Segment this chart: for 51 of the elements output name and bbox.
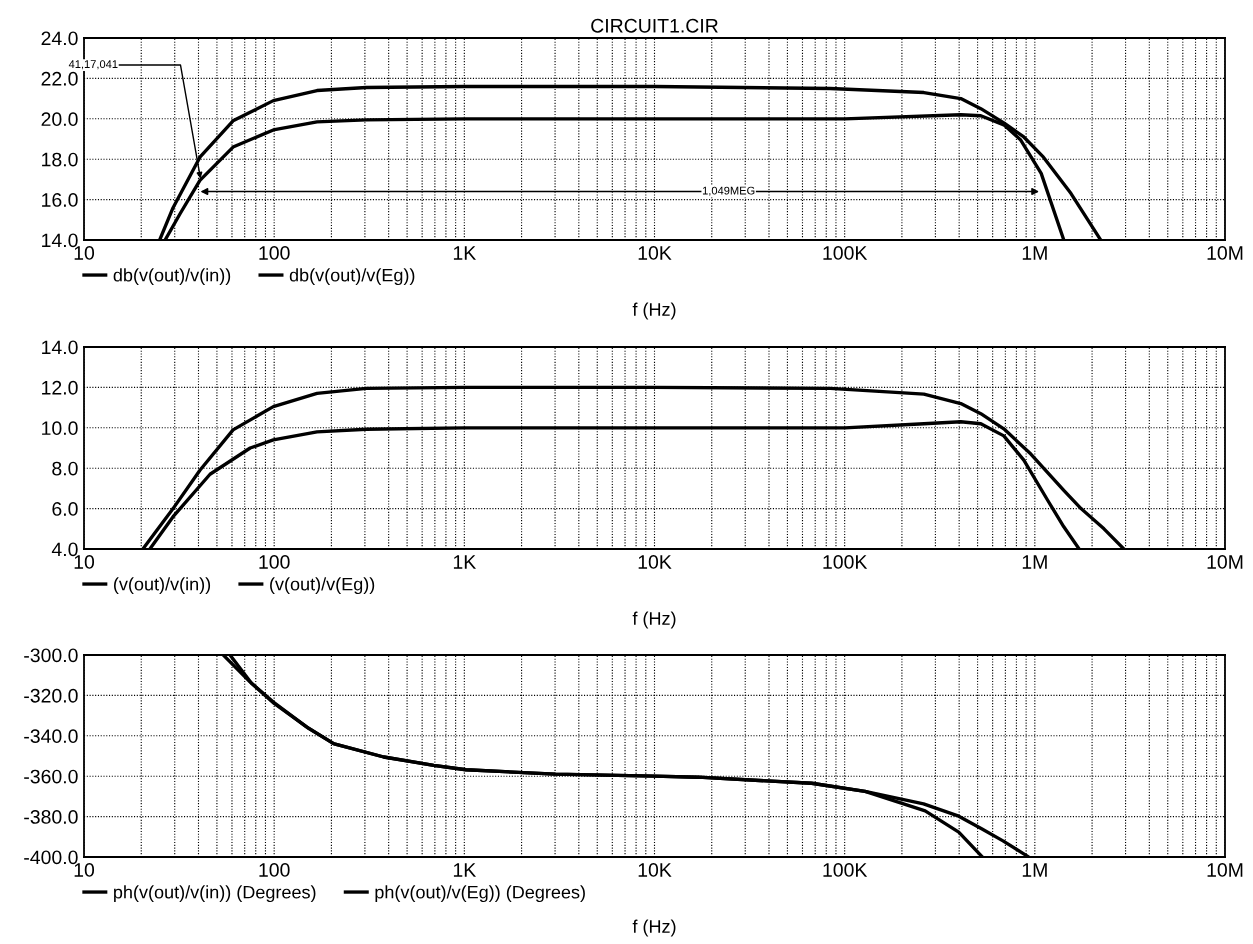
x-tick-label: 10K xyxy=(638,863,672,877)
y-tick-label: 6.0 xyxy=(52,502,78,516)
x-tick-label: 100 xyxy=(259,555,290,569)
x-axis-title: f (Hz) xyxy=(632,611,676,629)
x-tick-label: 10 xyxy=(74,863,95,877)
y-tick-label: -340.0 xyxy=(24,729,78,744)
x-tick-label: 1M xyxy=(1022,863,1047,877)
annotation: 1,049MEG xyxy=(702,186,755,196)
x-tick-label: 100K xyxy=(823,246,868,260)
y-tick-label: 22.0 xyxy=(41,71,78,86)
legend-label: db(v(out)/v(Eg)) xyxy=(289,268,415,286)
x-tick-label: 10M xyxy=(1207,555,1243,569)
y-tick-label: 20.0 xyxy=(41,112,78,127)
x-tick-label: 1M xyxy=(1022,246,1047,260)
y-tick-label: -360.0 xyxy=(24,769,78,784)
y-tick-label: 14.0 xyxy=(42,340,78,355)
x-axis-title: f (Hz) xyxy=(632,302,676,320)
legend-label: ph(v(out)/v(Eg)) (Degrees) xyxy=(375,885,585,903)
x-tick-label: 1K xyxy=(453,863,477,877)
y-tick-label: 24.0 xyxy=(41,31,78,46)
y-tick-label: 14.0 xyxy=(42,233,78,248)
y-tick-label: 12.0 xyxy=(42,380,78,395)
x-tick-label: 10M xyxy=(1207,863,1243,877)
y-tick-label: 10.0 xyxy=(42,421,78,436)
legend-label: (v(out)/v(in)) xyxy=(114,577,211,595)
x-tick-label: 1K xyxy=(453,246,477,260)
legend-label: (v(out)/v(Eg)) xyxy=(270,577,375,595)
x-tick-label: 100K xyxy=(823,555,868,569)
x-tick-label: 100 xyxy=(259,863,290,877)
x-tick-label: 10 xyxy=(74,555,95,569)
x-axis-title: f (Hz) xyxy=(632,919,676,937)
legend-label: db(v(out)/v(in)) xyxy=(113,268,231,286)
y-tick-label: -400.0 xyxy=(24,850,78,865)
y-tick-label: 18.0 xyxy=(42,152,78,167)
annotation: 41,17,041 xyxy=(68,60,118,70)
x-tick-label: 10 xyxy=(74,246,95,260)
x-tick-label: 1K xyxy=(453,555,477,569)
y-tick-label: -300.0 xyxy=(24,648,78,663)
x-tick-label: 10M xyxy=(1207,246,1243,260)
chart-title: CIRCUIT1.CIR xyxy=(591,18,718,33)
y-tick-label: -380.0 xyxy=(24,810,78,824)
y-tick-label: -320.0 xyxy=(24,688,78,703)
x-tick-label: 10K xyxy=(638,246,672,260)
x-tick-label: 100 xyxy=(259,246,290,260)
y-tick-label: 4.0 xyxy=(51,542,78,557)
x-tick-label: 100K xyxy=(823,863,868,877)
x-tick-label: 10K xyxy=(638,555,672,569)
x-tick-label: 1M xyxy=(1022,555,1047,569)
y-tick-label: 8.0 xyxy=(52,461,78,476)
y-tick-label: 16.0 xyxy=(42,193,78,207)
legend-label: ph(v(out)/v(in)) (Degrees) xyxy=(114,885,316,903)
